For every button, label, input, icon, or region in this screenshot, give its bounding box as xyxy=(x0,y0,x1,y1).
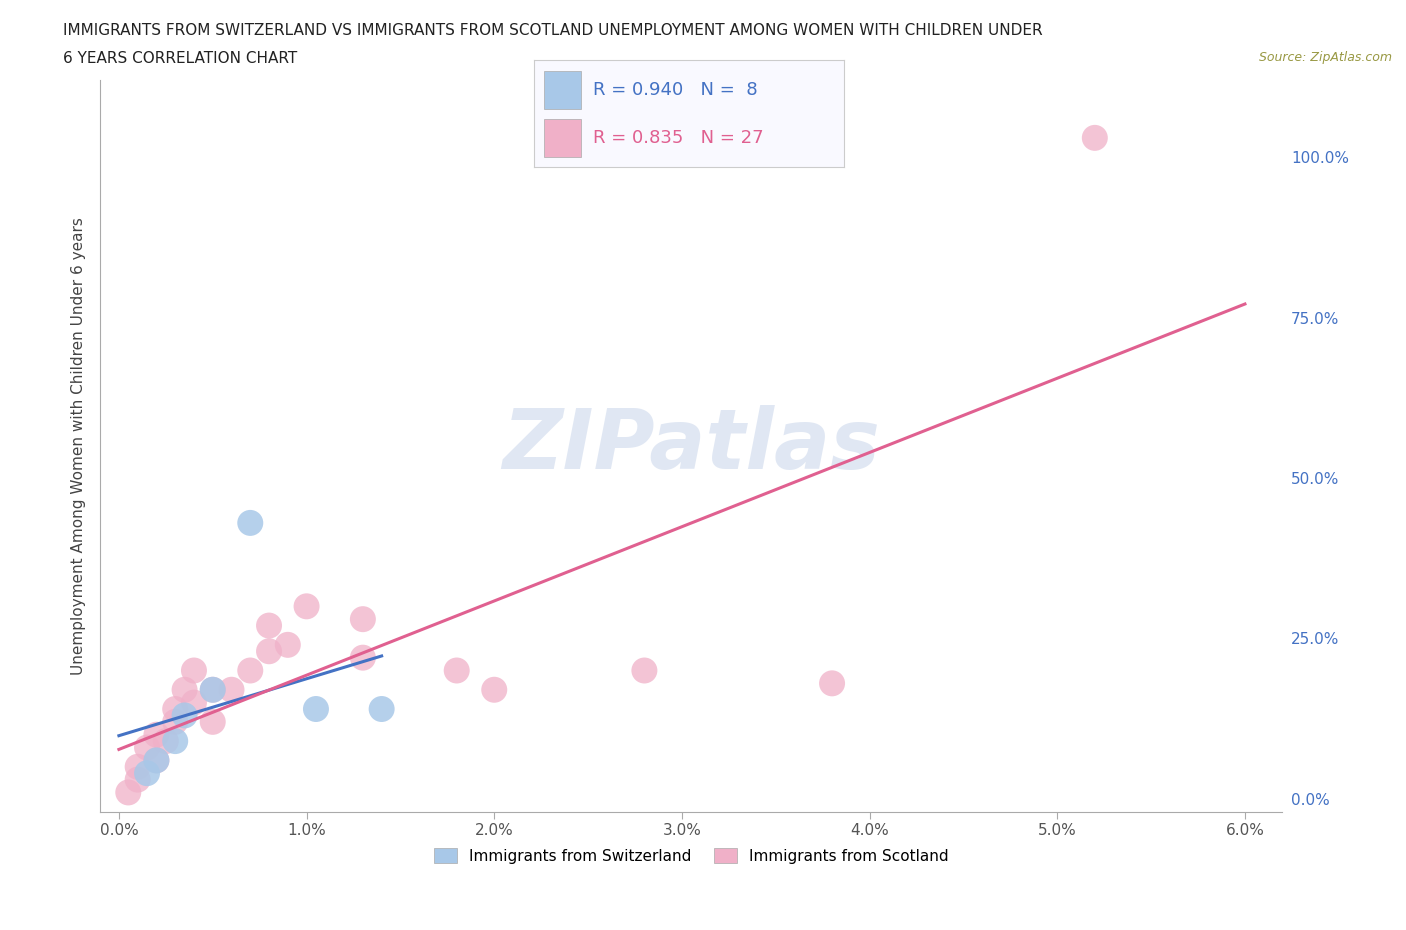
Point xyxy=(127,772,149,787)
Point xyxy=(127,759,149,774)
Point xyxy=(201,714,224,729)
Point xyxy=(173,708,195,723)
Point xyxy=(165,701,187,716)
Legend: Immigrants from Switzerland, Immigrants from Scotland: Immigrants from Switzerland, Immigrants … xyxy=(427,842,955,870)
Text: ZIPatlas: ZIPatlas xyxy=(502,405,880,486)
Point xyxy=(446,663,468,678)
Point xyxy=(305,701,328,716)
Y-axis label: Unemployment Among Women with Children Under 6 years: Unemployment Among Women with Children U… xyxy=(72,217,86,675)
Point xyxy=(145,753,167,768)
Text: R = 0.940   N =  8: R = 0.940 N = 8 xyxy=(593,81,758,99)
Point xyxy=(239,663,262,678)
Point xyxy=(136,765,159,780)
Point xyxy=(239,515,262,530)
Point xyxy=(165,714,187,729)
Point xyxy=(484,683,506,698)
Point xyxy=(633,663,655,678)
Text: R = 0.835   N = 27: R = 0.835 N = 27 xyxy=(593,129,763,147)
Point xyxy=(201,683,224,698)
Point xyxy=(1084,130,1107,145)
Point xyxy=(155,734,177,749)
Point xyxy=(257,644,280,658)
Point xyxy=(165,734,187,749)
FancyBboxPatch shape xyxy=(544,119,581,157)
Point xyxy=(145,753,167,768)
Point xyxy=(221,683,243,698)
Text: IMMIGRANTS FROM SWITZERLAND VS IMMIGRANTS FROM SCOTLAND UNEMPLOYMENT AMONG WOMEN: IMMIGRANTS FROM SWITZERLAND VS IMMIGRANT… xyxy=(63,23,1043,38)
Point xyxy=(136,740,159,755)
Point xyxy=(117,785,139,800)
Point xyxy=(370,701,392,716)
Point xyxy=(821,676,844,691)
Text: 6 YEARS CORRELATION CHART: 6 YEARS CORRELATION CHART xyxy=(63,51,298,66)
Point xyxy=(277,637,299,652)
Point xyxy=(183,695,205,710)
Point xyxy=(352,612,374,627)
FancyBboxPatch shape xyxy=(544,72,581,109)
Point xyxy=(183,663,205,678)
Point xyxy=(257,618,280,633)
Point xyxy=(295,599,318,614)
Point xyxy=(145,727,167,742)
Point xyxy=(173,683,195,698)
Point xyxy=(201,683,224,698)
Point xyxy=(352,650,374,665)
Text: Source: ZipAtlas.com: Source: ZipAtlas.com xyxy=(1258,51,1392,64)
